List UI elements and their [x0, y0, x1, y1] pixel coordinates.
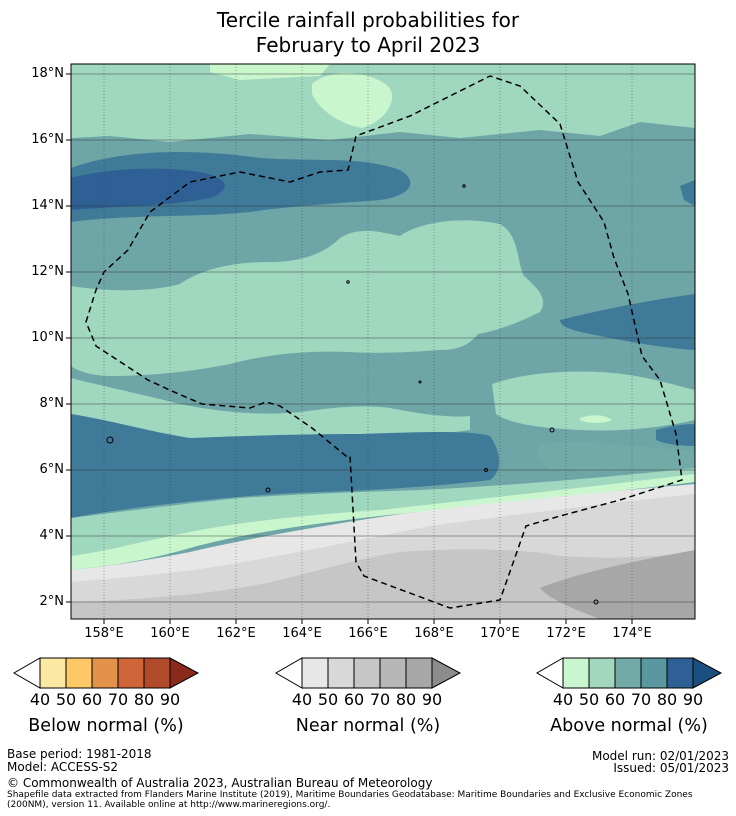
colorbar-near-end-arrow [431, 657, 462, 689]
colorbar-near-start-arrow [274, 657, 303, 689]
transition-band [71, 468, 695, 556]
colorbar-below-swatch-1 [39, 657, 67, 689]
lat-tick-label: 12°N [31, 264, 64, 279]
lat-tick-label: 2°N [39, 594, 65, 609]
east-8n-lightest [580, 415, 612, 423]
map-title: Tercile rainfall probabilities for Febru… [0, 8, 736, 58]
lat-tick-label: 10°N [31, 330, 64, 345]
cb-below-tick: 80 [133, 690, 155, 709]
colorbar-above-normal [535, 657, 723, 689]
east-6n-mid [537, 442, 695, 471]
lon-tick-label: 172°E [546, 626, 586, 641]
title-line-2: February to April 2023 [255, 33, 481, 57]
cb-below-tick: 60 [81, 690, 103, 709]
cb-near-tick: 40 [291, 690, 313, 709]
near-normal-3 [71, 549, 695, 619]
west-8n-light [71, 378, 470, 441]
colorbar-above-end-arrow [692, 657, 723, 689]
cb-below-tick: 50 [55, 690, 77, 709]
colorbar-near-normal [274, 657, 462, 689]
cb-above-tick: 70 [630, 690, 652, 709]
cb-above-tick: 90 [682, 690, 704, 709]
lon-tick-label: 170°E [480, 626, 520, 641]
axis-ticks [66, 73, 633, 624]
lon-tick-label: 174°E [612, 626, 652, 641]
east-14n-dark [680, 180, 695, 206]
base-period: Base period: 1981-2018 [7, 747, 152, 761]
colorbar-near-swatch-4 [379, 657, 407, 689]
colorbar-below-swatch-4 [117, 657, 145, 689]
cb-above-tick: 60 [604, 690, 626, 709]
cb-below-tick: 70 [107, 690, 129, 709]
band-6n-dark [71, 414, 500, 518]
colorbar-near-swatch-1 [301, 657, 329, 689]
colorbar-below-end-arrow [169, 657, 200, 689]
colorbar-above-start-arrow [535, 657, 564, 689]
cb-near-tick: 60 [343, 690, 365, 709]
colorbars [12, 657, 723, 689]
cb-above-tick: 40 [552, 690, 574, 709]
cb-below-tick: 40 [29, 690, 51, 709]
cb-near-tick: 70 [369, 690, 391, 709]
lat-tick-label: 4°N [39, 528, 65, 543]
lat-tick-label: 14°N [31, 198, 64, 213]
colorbar-above-title: Above normal (%) [550, 716, 708, 736]
east-8n-light [492, 371, 695, 431]
cb-near-tick: 50 [317, 690, 339, 709]
colorbar-near-swatch-5 [405, 657, 433, 689]
shapefile-credit-2: (200NM), version 11. Available online at… [7, 800, 331, 810]
title-line-1: Tercile rainfall probabilities for [216, 8, 520, 32]
colorbar-above-swatch-5 [666, 657, 694, 689]
lon-tick-label: 164°E [282, 626, 322, 641]
colorbar-below-swatch-2 [65, 657, 93, 689]
colorbar-below-swatch-3 [91, 657, 119, 689]
north-light-patch-2 [210, 64, 330, 80]
lat-tick-label: 8°N [39, 396, 65, 411]
cb-near-tick: 90 [421, 690, 443, 709]
north-light-patch [312, 72, 393, 128]
band-14n-darker [71, 168, 225, 210]
central-light-zone [71, 220, 544, 376]
lon-tick-label: 168°E [414, 626, 454, 641]
transition-light [71, 474, 695, 570]
east-10n-dark [560, 294, 695, 350]
islands [106, 184, 599, 605]
lat-tick-label: 6°N [39, 462, 65, 477]
colorbar-below-swatch-5 [143, 657, 171, 689]
lon-tick-label: 158°E [84, 626, 124, 641]
lat-tick-label: 18°N [31, 66, 64, 81]
colorbar-above-swatch-1 [562, 657, 590, 689]
shapefile-credit-1: Shapefile data extracted from Flanders M… [7, 790, 693, 800]
copyright: © Commonwealth of Australia 2023, Austra… [7, 776, 433, 790]
colorbar-below-start-arrow [12, 657, 41, 689]
colorbar-below-title: Below normal (%) [28, 716, 184, 736]
eez-boundary [85, 75, 683, 609]
map-gridlines [71, 64, 695, 619]
central-light-patch [355, 288, 440, 328]
model-name: Model: ACCESS-S2 [7, 760, 119, 774]
lon-tick-label: 160°E [150, 626, 190, 641]
lon-tick-label: 166°E [348, 626, 388, 641]
map-frame [70, 63, 696, 620]
colorbar-below-normal [12, 657, 200, 689]
lon-tick-label: 162°E [216, 626, 256, 641]
colorbar-above-swatch-3 [614, 657, 642, 689]
model-run: Model run: 02/01/2023 [591, 749, 729, 763]
cb-near-tick: 80 [395, 690, 417, 709]
cb-above-tick: 50 [578, 690, 600, 709]
issued-date: Issued: 05/01/2023 [613, 761, 729, 775]
colorbar-near-title: Near normal (%) [295, 716, 441, 736]
colorbar-above-swatch-4 [640, 657, 668, 689]
colorbar-near-swatch-3 [353, 657, 381, 689]
colorbar-above-swatch-2 [588, 657, 616, 689]
cb-below-tick: 90 [159, 690, 181, 709]
colorbar-near-swatch-2 [327, 657, 355, 689]
lat-tick-label: 16°N [31, 132, 64, 147]
cb-above-tick: 80 [656, 690, 678, 709]
